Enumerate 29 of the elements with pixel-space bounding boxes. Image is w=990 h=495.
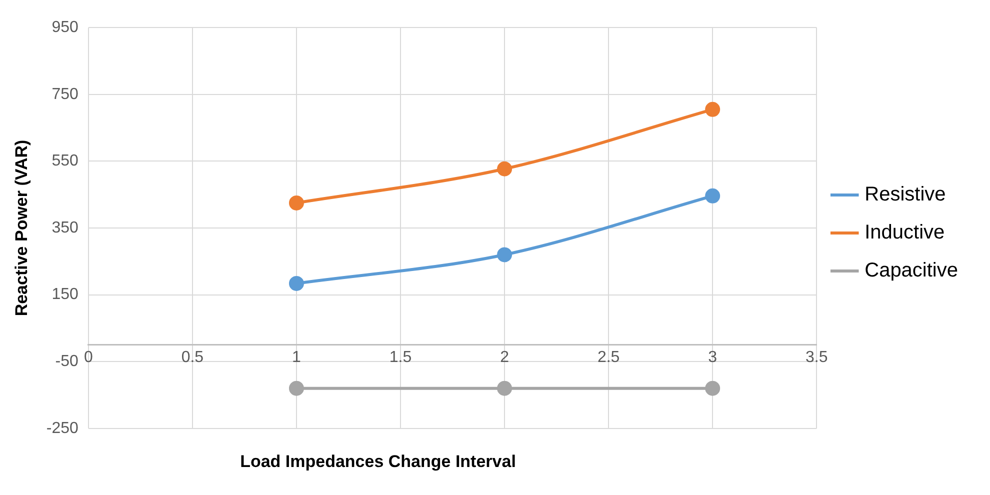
x-tick-label: 2.5 [597, 348, 620, 366]
y-tick-label: -50 [55, 353, 79, 370]
x-tick-label: 1.5 [389, 348, 412, 366]
y-tick-label: 950 [52, 19, 79, 36]
point [497, 380, 512, 396]
y-tick-label: 350 [52, 219, 79, 236]
y-axis-title: Reactive Power (VAR) [12, 140, 31, 316]
point [705, 102, 720, 117]
point [705, 380, 720, 396]
x-tick-label: 0.5 [181, 348, 204, 366]
point [497, 161, 512, 176]
y-tick-label: 150 [52, 286, 79, 304]
point [288, 276, 304, 291]
y-tick-label: 750 [52, 86, 79, 103]
legend-label: Resistive [864, 184, 946, 206]
x-tick-label: 3.5 [805, 348, 828, 366]
point [288, 380, 304, 396]
x-tick-label: 2 [500, 348, 510, 366]
y-tick-label: 550 [52, 152, 79, 170]
x-tick-label: 0 [84, 348, 93, 366]
point [497, 247, 512, 262]
x-tick-label: 3 [708, 348, 718, 366]
legend-label: Capacitive [864, 260, 958, 282]
y-tick-label: -250 [46, 420, 79, 437]
x-axis-title: Load Impedances Change Interval [239, 452, 517, 472]
point [288, 195, 304, 210]
legend-label: Inductive [864, 222, 945, 244]
point [705, 188, 720, 204]
x-tick-label: 1 [292, 348, 302, 366]
